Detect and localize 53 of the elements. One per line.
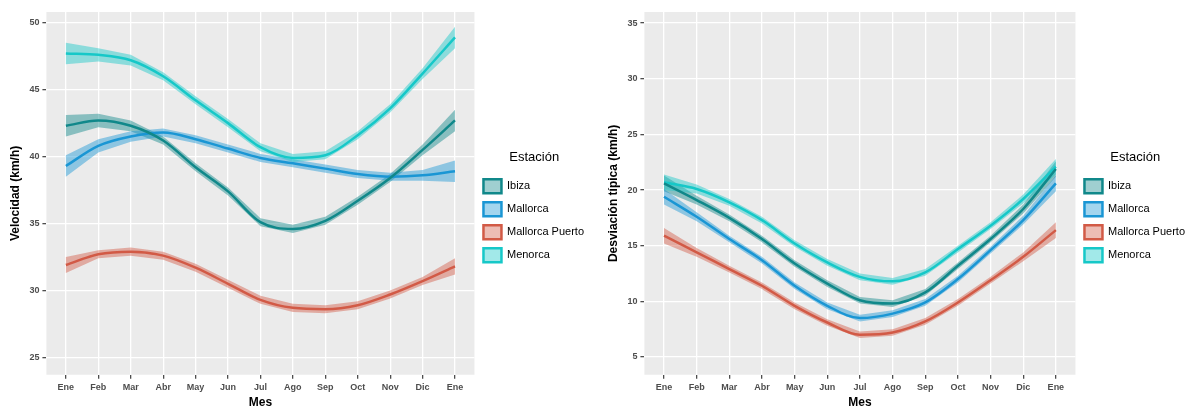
- y-tick-label: 15: [627, 240, 638, 251]
- legend-title: Estación: [1110, 148, 1161, 164]
- x-tick-label: Mar: [721, 381, 738, 392]
- y-tick-label: 40: [29, 151, 40, 162]
- x-tick-label: May: [785, 381, 804, 392]
- x-tick-label: Ago: [883, 381, 902, 392]
- x-axis-title: Mes: [248, 395, 273, 410]
- x-tick-label: Ene: [446, 381, 464, 392]
- x-tick-label: Nov: [381, 381, 399, 392]
- x-tick-label: Oct: [350, 381, 366, 392]
- x-tick-label: Abr: [155, 381, 172, 392]
- y-tick-label: 25: [627, 128, 638, 139]
- x-tick-label: Jul: [853, 381, 867, 392]
- x-tick-label: Oct: [950, 381, 966, 392]
- legend-label: Ibiza: [1107, 179, 1133, 192]
- y-tick-label: 20: [627, 184, 638, 195]
- x-tick-label: Ene: [57, 381, 75, 392]
- y-axis-title: Desviación típica (km/h): [605, 124, 620, 263]
- x-tick-label: Ene: [655, 381, 673, 392]
- legend-title: Estación: [509, 148, 560, 164]
- legend-label: Mallorca: [506, 202, 550, 215]
- legend-label: Menorca: [506, 248, 551, 261]
- y-tick-label: 45: [29, 84, 40, 95]
- y-tick-label: 35: [29, 218, 40, 229]
- x-tick-label: Jun: [819, 381, 836, 392]
- x-tick-label: Sep: [317, 381, 335, 392]
- x-tick-label: Feb: [688, 381, 706, 392]
- x-tick-label: Mar: [122, 381, 140, 392]
- x-tick-label: May: [186, 381, 205, 392]
- x-tick-label: Dic: [1016, 381, 1031, 392]
- legend-label: Ibiza: [506, 179, 532, 192]
- y-tick-label: 25: [29, 351, 40, 362]
- legend-label: Mallorca: [1107, 202, 1151, 215]
- x-tick-label: Abr: [754, 381, 771, 392]
- x-tick-label: Dic: [415, 381, 430, 392]
- x-tick-label: Nov: [982, 381, 1000, 392]
- x-tick-label: Jul: [253, 381, 267, 392]
- x-axis-title: Mes: [848, 395, 872, 410]
- y-axis-title: Velocidad (km/h): [7, 145, 22, 242]
- x-tick-label: Feb: [90, 381, 107, 392]
- y-tick-label: 50: [29, 17, 40, 28]
- x-tick-label: Ene: [1047, 381, 1065, 392]
- y-tick-label: 30: [29, 284, 40, 295]
- y-tick-label: 10: [627, 295, 638, 306]
- y-tick-label: 5: [632, 351, 638, 362]
- y-tick-label: 30: [627, 73, 638, 84]
- x-tick-label: Jun: [220, 381, 237, 392]
- x-tick-label: Ago: [284, 381, 303, 392]
- legend-label: Mallorca Puerto: [1107, 225, 1186, 238]
- legend-label: Mallorca Puerto: [506, 225, 585, 238]
- legend-label: Menorca: [1107, 248, 1152, 261]
- x-tick-label: Sep: [916, 381, 934, 392]
- y-tick-label: 35: [627, 17, 638, 28]
